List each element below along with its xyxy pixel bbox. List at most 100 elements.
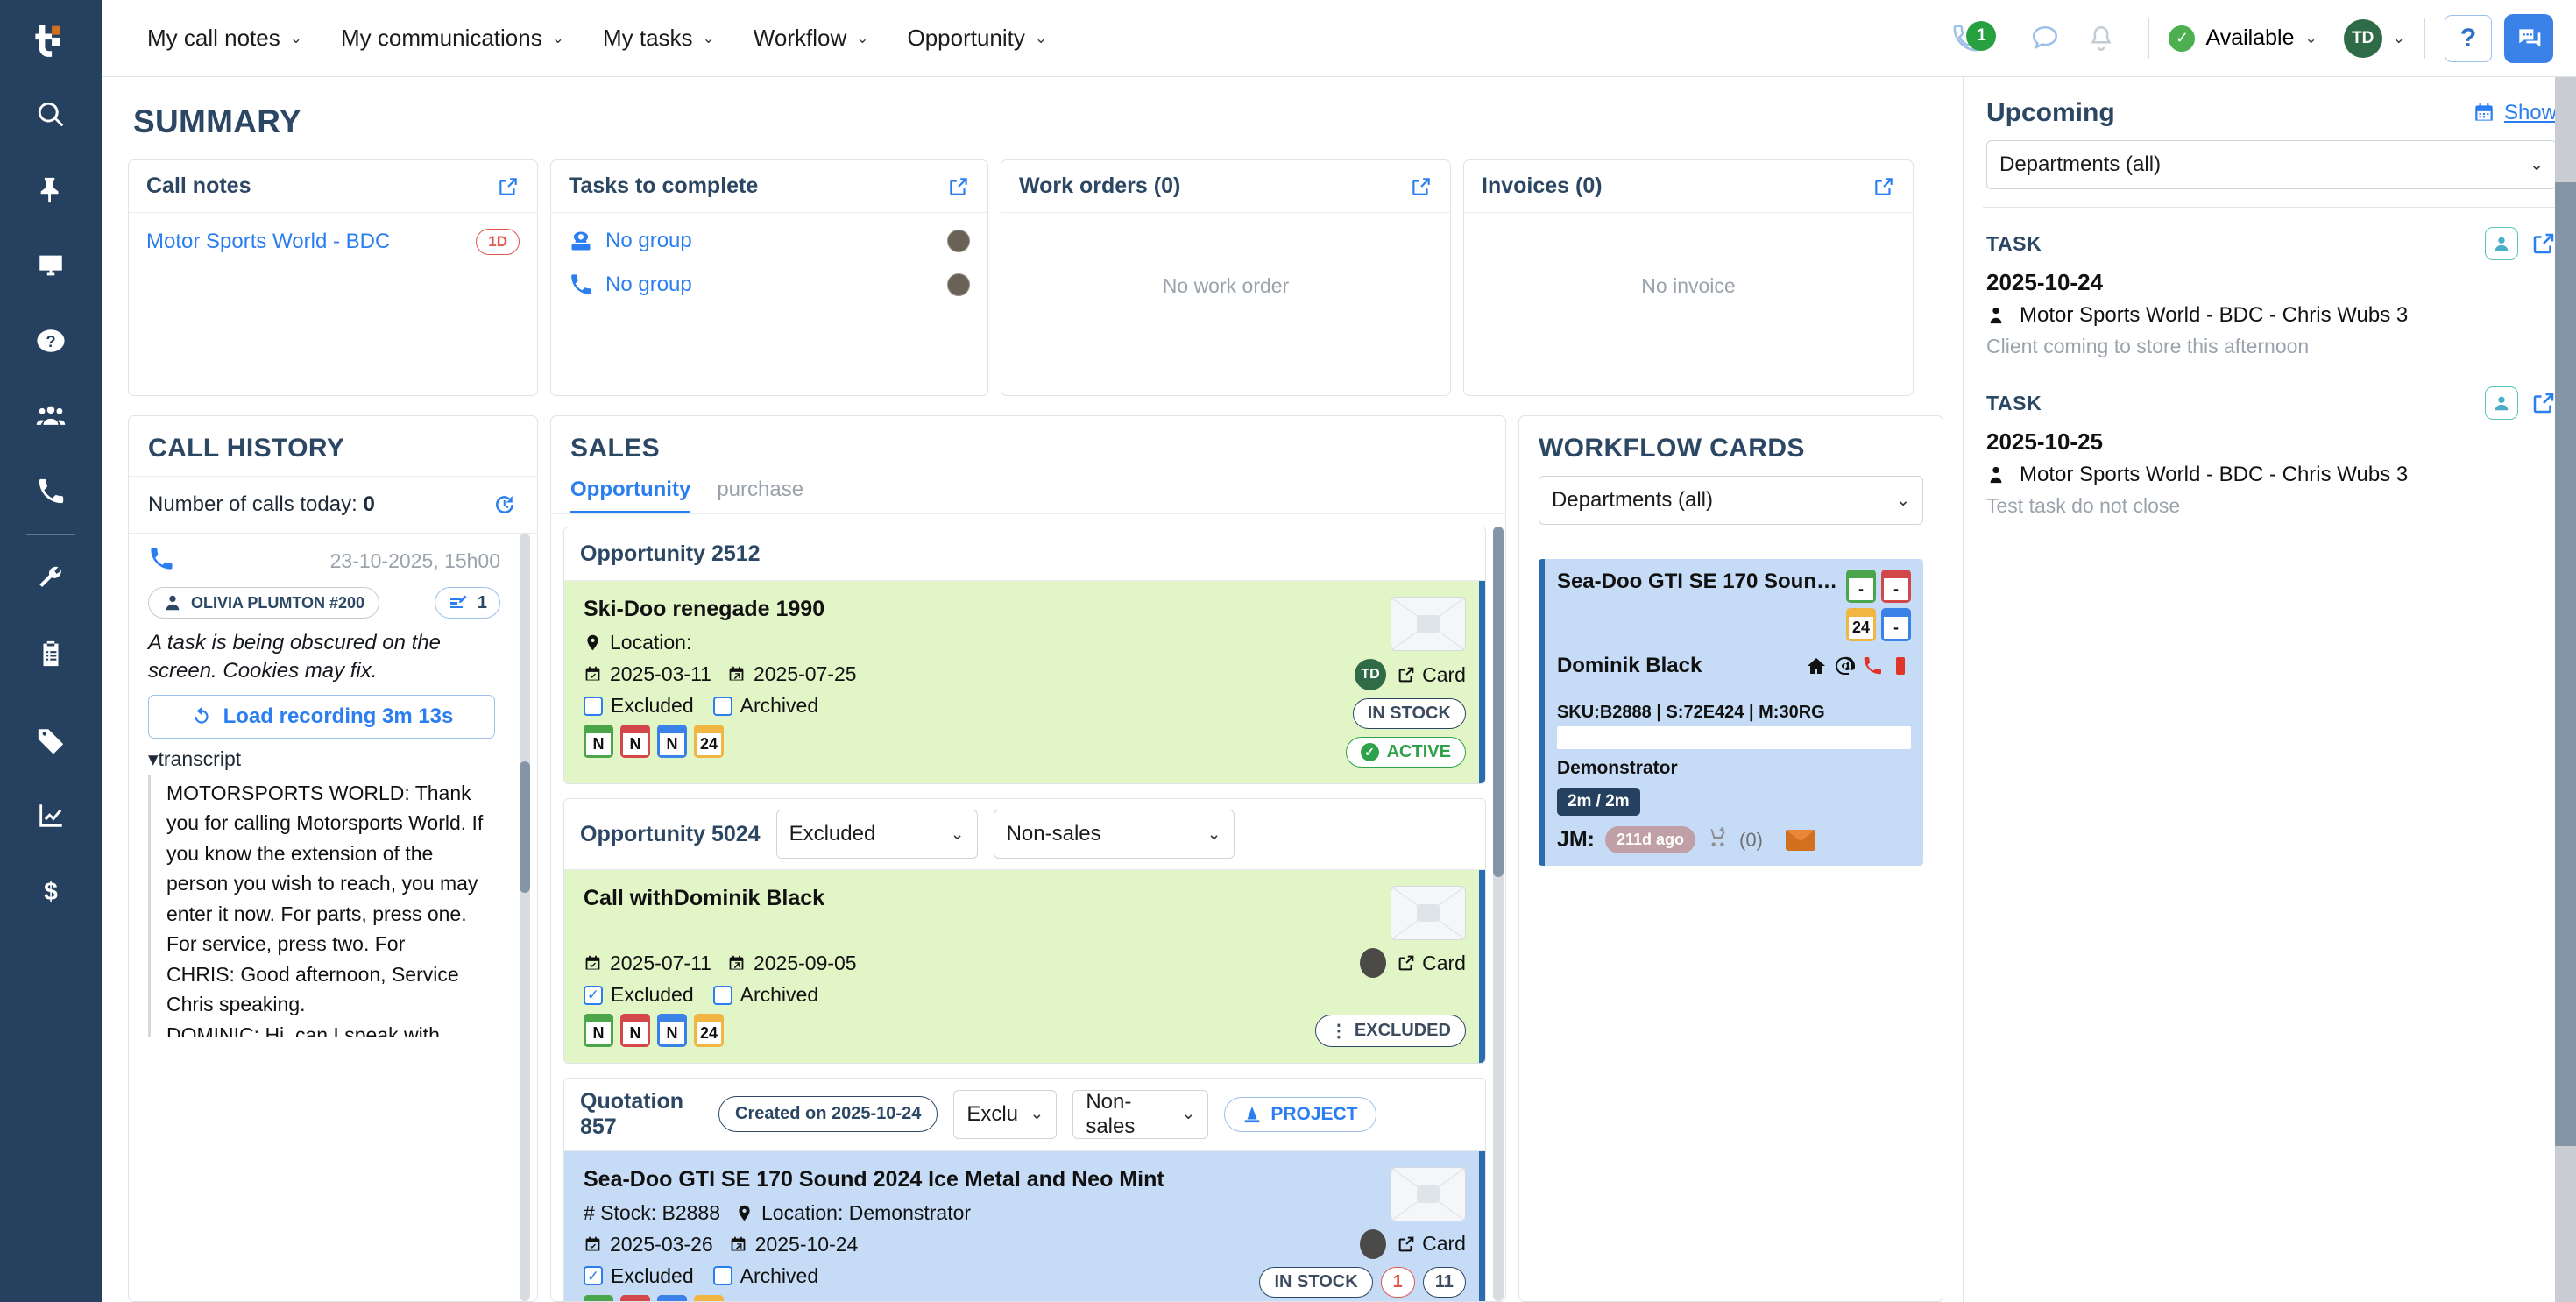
- wrench-icon[interactable]: [0, 541, 102, 616]
- calendar-badge[interactable]: 24: [1846, 608, 1876, 641]
- call-note-item[interactable]: Motor Sports World - BDC 1D: [146, 229, 520, 255]
- people-icon[interactable]: [0, 379, 102, 454]
- calls-today-value: 0: [363, 492, 375, 516]
- status-select[interactable]: Exclu ⌄: [953, 1089, 1058, 1139]
- panel-call-history: CALL HISTORY Number of calls today: 0 23…: [128, 415, 538, 1302]
- excluded-checkbox[interactable]: ✓ Excluded: [584, 1264, 694, 1288]
- help-button[interactable]: ?: [2445, 14, 2492, 62]
- workflow-note-input[interactable]: [1556, 726, 1911, 749]
- task-row[interactable]: No group: [569, 229, 970, 253]
- open-external-icon[interactable]: [1872, 175, 1895, 198]
- panel-call-notes: Call notes Motor Sports World - BDC 1D: [128, 159, 538, 396]
- upcoming-department-select[interactable]: Departments (all) ⌄: [1986, 140, 2557, 189]
- open-external-icon[interactable]: [497, 175, 520, 198]
- archived-checkbox[interactable]: Archived: [712, 694, 818, 718]
- nav-my-tasks[interactable]: My tasks ⌄: [584, 0, 734, 77]
- calendar-badge[interactable]: N: [657, 1014, 687, 1047]
- clipboard-icon[interactable]: [0, 616, 102, 691]
- upcoming-task-item[interactable]: TASK 2025-10-25 Motor Sports World - BDC…: [1983, 367, 2560, 527]
- user-menu[interactable]: TD ⌄: [2343, 18, 2405, 58]
- transcript-scrollbar-track[interactable]: [520, 534, 530, 1301]
- nav-my-call-notes[interactable]: My call notes ⌄: [128, 0, 322, 77]
- tab-purchase[interactable]: purchase: [717, 478, 804, 501]
- tag-icon[interactable]: [0, 703, 102, 778]
- nav-workflow[interactable]: Workflow ⌄: [734, 0, 888, 77]
- open-card-button[interactable]: Card: [1397, 952, 1466, 975]
- agent-avatar-icon[interactable]: [2485, 386, 2518, 420]
- workflow-card[interactable]: Sea-Doo GTI SE 170 Soun… - - 24 - Domini…: [1538, 559, 1923, 866]
- open-external-icon[interactable]: [947, 175, 970, 198]
- show-calendar-link[interactable]: Show: [2473, 101, 2557, 125]
- page-scrollbar-thumb[interactable]: [2555, 182, 2576, 1146]
- workflow-department-select[interactable]: Departments (all) ⌄: [1538, 476, 1923, 525]
- check-icon: ✓: [1360, 743, 1379, 761]
- sales-scrollbar-thumb[interactable]: [1492, 527, 1504, 877]
- task-row[interactable]: No group: [569, 272, 970, 297]
- upcoming-task-item[interactable]: TASK 2025-10-24 Motor Sports World - BDC…: [1983, 208, 2560, 367]
- calendar-badge[interactable]: -: [1881, 570, 1911, 603]
- transcript-scrollbar-thumb[interactable]: [520, 761, 530, 893]
- open-card-button[interactable]: Card: [1397, 1232, 1466, 1256]
- spacer: [584, 920, 1299, 952]
- calendar-badge[interactable]: -: [1881, 608, 1911, 641]
- phone-calls-icon[interactable]: 1: [1938, 11, 1997, 67]
- calendar-badge[interactable]: N: [584, 1294, 613, 1301]
- open-external-icon[interactable]: [2530, 230, 2557, 257]
- calendar-badge[interactable]: 24: [694, 1294, 724, 1301]
- calendar-badge[interactable]: N: [584, 1014, 613, 1047]
- phone-icon: [571, 274, 591, 294]
- nav-opportunity[interactable]: Opportunity ⌄: [888, 0, 1066, 77]
- workflow-contact-icons: [1806, 655, 1911, 676]
- calendar-badge[interactable]: N: [657, 1294, 687, 1301]
- opportunity-details: Call withDominik Black 2025-07-11 2025-0…: [584, 886, 1299, 1047]
- pin-icon[interactable]: [0, 152, 102, 228]
- calendar-badge[interactable]: N: [620, 725, 650, 758]
- cart-add-icon[interactable]: [1706, 826, 1729, 853]
- type-select[interactable]: Non-sales ⌄: [993, 810, 1235, 859]
- app-logo[interactable]: [0, 0, 102, 77]
- phone-icon[interactable]: [0, 454, 102, 529]
- calls-today-row: Number of calls today: 0: [129, 476, 537, 534]
- open-external-icon[interactable]: [1410, 175, 1433, 198]
- agent-chip[interactable]: OLIVIA PLUMTON #200: [148, 587, 380, 619]
- nav-my-communications[interactable]: My communications ⌄: [322, 0, 584, 77]
- avatar: TD: [2343, 18, 2382, 58]
- agent-avatar-icon[interactable]: [2485, 227, 2518, 260]
- chart-icon[interactable]: [0, 778, 102, 853]
- calendar-badge[interactable]: 24: [694, 1014, 724, 1047]
- opportunity-number[interactable]: Opportunity 2512: [580, 541, 761, 566]
- dollar-icon[interactable]: $: [0, 853, 102, 929]
- project-button[interactable]: PROJECT: [1224, 1096, 1376, 1132]
- search-icon[interactable]: [0, 77, 102, 152]
- help-circle-icon[interactable]: ?: [0, 303, 102, 379]
- transcript-toggle[interactable]: ▾transcript: [148, 747, 518, 771]
- open-card-button[interactable]: Card: [1397, 663, 1466, 687]
- calendar-badge[interactable]: N: [620, 1014, 650, 1047]
- availability-status[interactable]: ✓ Available ⌄: [2169, 25, 2318, 52]
- calendar-badge[interactable]: -: [1846, 570, 1876, 603]
- archived-checkbox[interactable]: Archived: [712, 1264, 818, 1288]
- status-select[interactable]: Excluded ⌄: [775, 810, 978, 859]
- bell-icon[interactable]: [2073, 11, 2129, 67]
- calendar-badge[interactable]: N: [657, 725, 687, 758]
- envelope-icon[interactable]: [1785, 829, 1815, 851]
- history-icon[interactable]: [492, 492, 518, 518]
- excluded-checkbox[interactable]: Excluded: [584, 694, 694, 718]
- open-external-icon[interactable]: [2530, 390, 2557, 416]
- call-note-label[interactable]: Motor Sports World - BDC: [146, 230, 391, 253]
- excluded-checkbox[interactable]: ✓ Excluded: [584, 983, 694, 1007]
- opportunity-number[interactable]: Opportunity 5024: [580, 821, 761, 846]
- support-chat-button[interactable]: [2504, 13, 2553, 63]
- notes-edit-chip[interactable]: 1: [434, 587, 500, 619]
- load-recording-button[interactable]: Load recording 3m 13s: [148, 694, 495, 739]
- quotation-number[interactable]: Quotation 857: [580, 1089, 684, 1139]
- tab-opportunity[interactable]: Opportunity: [570, 478, 691, 513]
- map-pin-icon: [587, 634, 598, 651]
- chat-bubble-icon[interactable]: [2017, 11, 2073, 67]
- calendar-badge[interactable]: 24: [694, 725, 724, 758]
- type-select[interactable]: Non-sales ⌄: [1072, 1089, 1209, 1139]
- archived-checkbox[interactable]: Archived: [712, 983, 818, 1007]
- monitor-icon[interactable]: [0, 228, 102, 303]
- calendar-badge[interactable]: N: [620, 1294, 650, 1301]
- calendar-badge[interactable]: N: [584, 725, 613, 758]
